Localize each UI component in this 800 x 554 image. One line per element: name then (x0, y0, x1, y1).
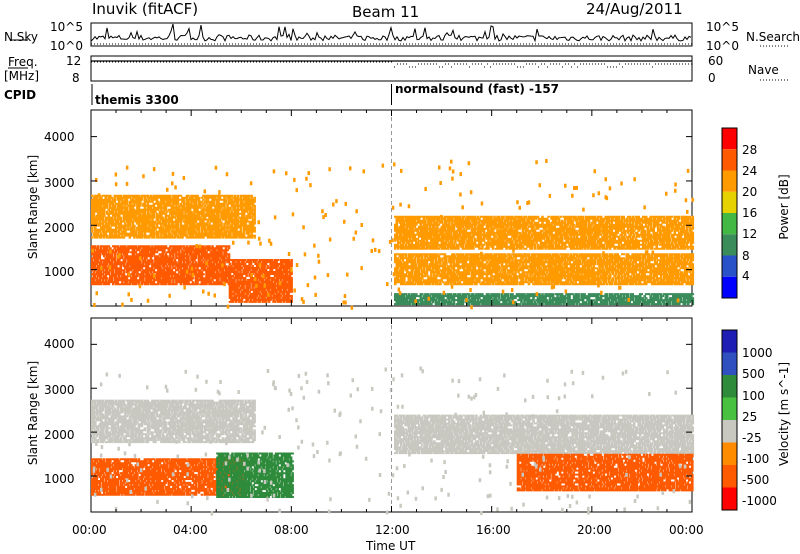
velocity-ytick-3000: 3000 (44, 383, 75, 397)
velocity-colorbar-swatch-0 (722, 330, 737, 353)
xaxis-label: Time UT (366, 539, 416, 553)
velocity-ytick-2000: 2000 (44, 428, 75, 442)
velocity-cbar-tick-neg25: -25 (742, 431, 762, 445)
station-title: Inuvik (fitACF) (92, 0, 199, 18)
velocity-panel-band-2 (216, 452, 294, 498)
power-panel-band-0 (91, 194, 256, 239)
velocity-cbar-tick-neg500: -500 (742, 473, 770, 487)
velocity-ylabel: Slant Range [km] (26, 360, 40, 466)
velocity-cbar-tick-1000: 1000 (742, 346, 773, 360)
velocity-cbar-tick-neg1000: -1000 (742, 494, 777, 508)
velocity-panel-band-4 (516, 453, 694, 492)
power-ytick-1000: 1000 (44, 265, 75, 279)
date-title: 24/Aug/2011 (586, 0, 683, 18)
nave-tick-bottom: 0 (708, 71, 716, 85)
nave-trace (91, 61, 692, 68)
power-cbar-tick-24: 24 (742, 164, 758, 178)
nave-label: Nave (748, 63, 779, 77)
velocity-cbar-tick-neg100: -100 (742, 452, 770, 466)
power-ylabel: Slant Range [km] (26, 154, 40, 260)
velocity-cbar-label: Velocity [m s^-1] (777, 361, 791, 467)
nave-tick-top: 60 (708, 54, 724, 68)
frequency-panel-frame (90, 55, 693, 82)
velocity-cbar-tick-25: 25 (742, 410, 758, 424)
velocity-colorbar-swatch-3 (722, 397, 737, 420)
power-colorbar-swatch-4 (722, 213, 737, 235)
power-panel-band-3 (394, 215, 695, 250)
power-ytick-2000: 2000 (44, 221, 75, 235)
power-panel-band-1 (91, 245, 231, 286)
power-cbar-tick-12: 12 (742, 227, 758, 241)
power-panel-band-2 (228, 259, 293, 303)
power-cbar-label: Power [dB] (777, 174, 791, 240)
freq-label-line2: [MHz] (4, 69, 40, 83)
power-colorbar-frame (721, 127, 738, 299)
power-colorbar-swatch-2 (722, 170, 737, 192)
freq-tick-top: 12 (66, 54, 82, 68)
xtick-6: 00:00 (669, 523, 704, 537)
cpid-label: CPID (4, 88, 37, 102)
power-colorbar-swatch-1 (722, 149, 737, 171)
power-cbar-tick-16: 16 (742, 206, 758, 220)
nsearch-tick-top: 10^5 (706, 20, 739, 34)
velocity-colorbar-frame (721, 329, 738, 511)
velocity-ytick-4000: 4000 (44, 337, 75, 351)
velocity-colorbar-swatch-1 (722, 352, 737, 375)
freq-label-line1: Freq. (8, 55, 38, 69)
power-cbar-tick-20: 20 (742, 185, 758, 199)
nsky-trace (90, 23, 692, 46)
power-panel-band-5 (394, 293, 695, 306)
power-colorbar-swatch-3 (722, 191, 737, 213)
nsky-tick-top: 10^5 (50, 20, 83, 34)
power-cbar-tick-8: 8 (742, 249, 750, 263)
nsky-tick-bottom: 10^0 (50, 39, 83, 53)
power-ytick-4000: 4000 (44, 130, 75, 144)
xtick-0: 00:00 (72, 523, 107, 537)
freq-tick-bottom: 8 (72, 71, 80, 85)
velocity-panel-band-1 (91, 458, 244, 496)
velocity-colorbar-swatch-6 (722, 465, 737, 488)
noise-panel-frame (90, 22, 693, 47)
xtick-2: 08:00 (274, 523, 309, 537)
cpid-segment-1: themis 3300 (95, 93, 179, 107)
cpid-segment-2: normalsound (fast) -157 (395, 82, 560, 96)
power-colorbar-swatch-7 (722, 276, 737, 298)
power-colorbar-swatch-0 (722, 128, 737, 150)
velocity-colorbar-swatch-4 (722, 420, 737, 443)
velocity-panel-band-3 (394, 414, 695, 455)
velocity-cbar-tick-500: 500 (742, 367, 765, 381)
nsearch-label: N.Search (746, 30, 800, 44)
nsky-label: N.Sky (4, 30, 39, 44)
velocity-ytick-1000: 1000 (44, 472, 75, 486)
power-cbar-tick-4: 4 (742, 269, 750, 283)
xtick-1: 04:00 (173, 523, 208, 537)
xtick-3: 12:00 (375, 523, 410, 537)
nsearch-tick-bottom: 10^0 (706, 39, 739, 53)
xtick-4: 16:00 (476, 523, 511, 537)
xtick-5: 20:00 (577, 523, 612, 537)
power-cbar-tick-28: 28 (742, 143, 758, 157)
power-panel-band-4 (394, 253, 695, 286)
velocity-colorbar-swatch-2 (722, 375, 737, 398)
velocity-colorbar-swatch-7 (722, 487, 737, 510)
velocity-panel-band-0 (91, 399, 256, 444)
power-colorbar-swatch-5 (722, 234, 737, 256)
beam-title: Beam 11 (352, 3, 420, 21)
velocity-cbar-tick-100: 100 (742, 389, 765, 403)
power-ytick-3000: 3000 (44, 176, 75, 190)
power-colorbar-swatch-6 (722, 255, 737, 277)
velocity-colorbar-swatch-5 (722, 442, 737, 465)
